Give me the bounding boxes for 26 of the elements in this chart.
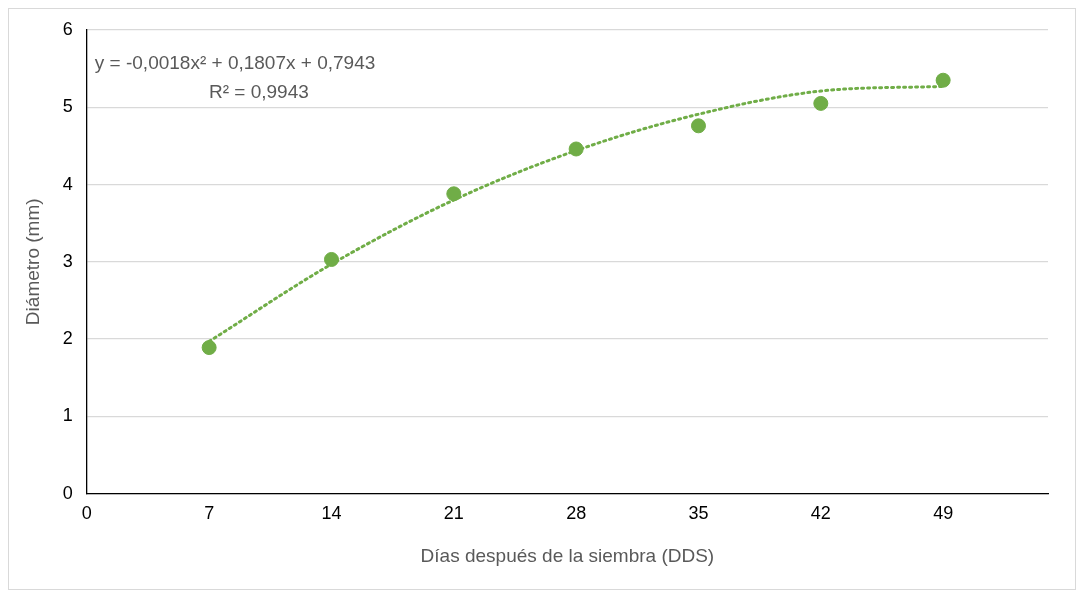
y-tick-label: 3 (62, 250, 73, 271)
x-tick-label: 49 (933, 503, 954, 524)
y-axis-title: Diámetro (mm) (21, 198, 43, 326)
x-axis-title: Días después de la siembra (DDS) (420, 544, 715, 566)
x-tick-label: 42 (810, 503, 831, 524)
x-tick-label: 7 (204, 503, 215, 524)
y-tick-label: 0 (62, 482, 73, 503)
point (201, 340, 217, 356)
point (935, 72, 951, 88)
point (690, 118, 706, 134)
x-tick-label: 28 (566, 503, 587, 524)
point (323, 251, 339, 267)
annotation: y = -0,0018x² + 0,1807x + 0,7943 (94, 52, 376, 74)
point (813, 95, 829, 111)
y-tick-label: 5 (62, 96, 73, 117)
y-tick-label: 2 (62, 328, 73, 349)
point (568, 141, 584, 157)
x-tick-label: 21 (443, 503, 464, 524)
y-tick-label: 6 (62, 18, 73, 39)
x-tick-label: 35 (688, 503, 709, 524)
point (446, 186, 462, 202)
annotation: R² = 0,9943 (208, 81, 309, 103)
y-tick-label: 1 (62, 405, 73, 426)
x-tick-label: 14 (321, 503, 342, 524)
x-tick-label: 0 (81, 503, 92, 524)
y-tick-label: 4 (62, 173, 73, 194)
